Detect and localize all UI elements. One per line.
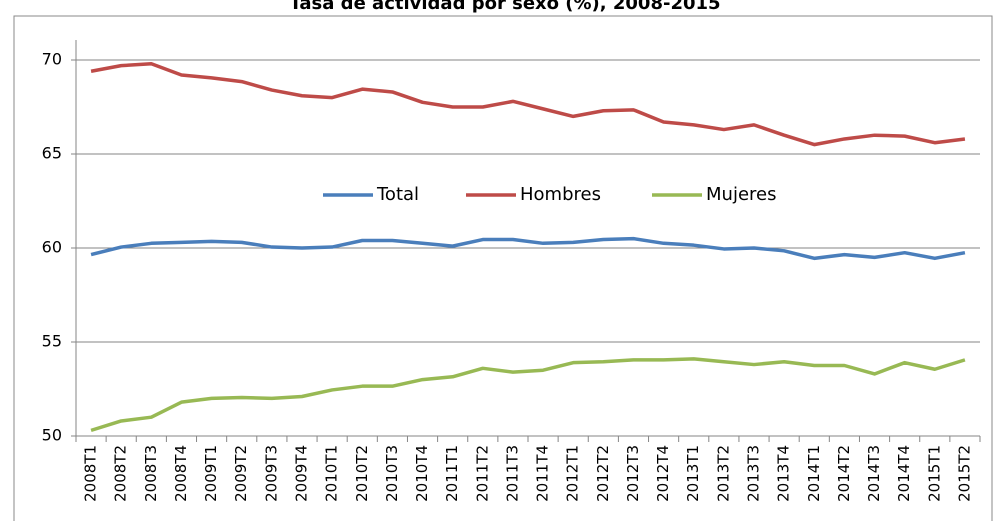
x-tick-label: 2010T2 [353, 445, 371, 502]
x-tick-label: 2013T4 [775, 445, 793, 502]
x-tick-label: 2010T1 [323, 445, 341, 502]
series-line [90, 62, 966, 147]
x-tick-label: 2012T2 [594, 445, 612, 502]
x-tick-label: 2011T3 [503, 445, 521, 502]
x-tick-label: 2014T2 [835, 445, 853, 502]
x-tick-label: 2009T4 [293, 445, 311, 502]
x-tick-label: 2010T4 [413, 445, 431, 502]
x-tick-label: 2009T1 [202, 445, 220, 502]
x-tick-label: 2015T1 [925, 445, 943, 502]
x-tick-label: 2008T2 [112, 445, 130, 502]
chart-border [13, 15, 993, 521]
y-tick-label: 50 [42, 426, 62, 445]
y-tick-label: 55 [42, 332, 62, 351]
x-tick-label: 2011T4 [534, 445, 552, 502]
x-tick-label: 2013T2 [714, 445, 732, 502]
y-tick-label: 60 [42, 238, 62, 257]
x-tick-label: 2011T1 [443, 445, 461, 502]
y-tick-label: 70 [42, 50, 62, 69]
x-tick-label: 2010T3 [383, 445, 401, 502]
x-tick-label: 2013T3 [745, 445, 763, 502]
x-tick-label: 2015T2 [955, 445, 973, 502]
x-tick-label: 2008T4 [172, 445, 190, 502]
series-line [90, 236, 966, 261]
x-tick-label: 2013T1 [684, 445, 702, 502]
x-tick-label: 2008T3 [142, 445, 160, 502]
x-tick-label: 2012T1 [564, 445, 582, 502]
x-tick-label: 2008T1 [82, 445, 100, 502]
x-tick-label: 2009T2 [232, 445, 250, 502]
y-tick-label: 65 [42, 144, 62, 163]
legend-label: Mujeres [706, 184, 776, 205]
x-tick-label: 2014T1 [805, 445, 823, 502]
legend-label: Total [376, 184, 419, 205]
x-tick-label: 2009T3 [262, 445, 280, 502]
x-tick-label: 2014T3 [865, 445, 883, 502]
series-line [90, 357, 966, 433]
x-tick-label: 2011T2 [473, 445, 491, 502]
chart-title: Tasa de actividad por sexo (%), 2008-201… [289, 0, 720, 14]
x-tick-label: 2012T3 [624, 445, 642, 502]
x-tick-label: 2012T4 [654, 445, 672, 502]
x-tick-label: 2014T4 [895, 445, 913, 502]
legend-label: Hombres [520, 184, 601, 205]
